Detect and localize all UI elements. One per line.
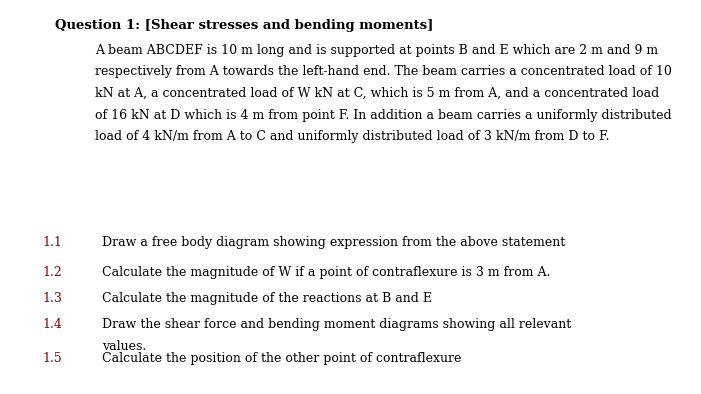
Text: A beam ABCDEF is 10 m long and is supported at points B and E which are 2 m and : A beam ABCDEF is 10 m long and is suppor… — [95, 44, 658, 57]
Text: 1.2: 1.2 — [42, 266, 62, 279]
Text: kN at A, a concentrated load of W kN at C, which is 5 m from A, and a concentrat: kN at A, a concentrated load of W kN at … — [95, 87, 659, 100]
Text: 1.3: 1.3 — [42, 292, 62, 305]
Text: values.: values. — [102, 340, 147, 353]
Text: 1.1: 1.1 — [42, 236, 62, 249]
Text: Calculate the magnitude of W if a point of contraflexure is 3 m from A.: Calculate the magnitude of W if a point … — [102, 266, 550, 279]
Text: Calculate the position of the other point of contraflexure: Calculate the position of the other poin… — [102, 352, 461, 365]
Text: respectively from A towards the left-hand end. The beam carries a concentrated l: respectively from A towards the left-han… — [95, 65, 672, 78]
Text: Draw a free body diagram showing expression from the above statement: Draw a free body diagram showing express… — [102, 236, 565, 249]
Text: Draw the shear force and bending moment diagrams showing all relevant: Draw the shear force and bending moment … — [102, 318, 571, 331]
Text: Calculate the magnitude of the reactions at B and E: Calculate the magnitude of the reactions… — [102, 292, 432, 305]
Text: Question 1: [Shear stresses and bending moments]: Question 1: [Shear stresses and bending … — [55, 19, 433, 32]
Text: 1.5: 1.5 — [42, 352, 62, 365]
Text: load of 4 kN/m from A to C and uniformly distributed load of 3 kN/m from D to F.: load of 4 kN/m from A to C and uniformly… — [95, 130, 609, 143]
Text: 1.4: 1.4 — [42, 318, 62, 331]
Text: of 16 kN at D which is 4 m from point F. In addition a beam carries a uniformly : of 16 kN at D which is 4 m from point F.… — [95, 108, 672, 121]
